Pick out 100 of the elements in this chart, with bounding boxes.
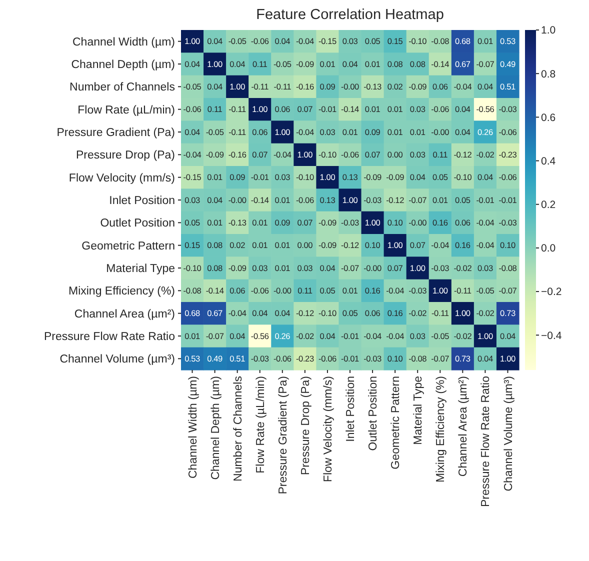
data-label: 0.05 xyxy=(364,36,381,46)
x-tick-label: Pressure Flow Rate Ratio xyxy=(480,376,492,508)
data-label: 0.04 xyxy=(184,126,201,137)
data-label: 0.15 xyxy=(184,240,201,250)
data-label: 0.07 xyxy=(297,218,314,228)
data-label: -0.01 xyxy=(498,194,518,205)
x-tick-label: Geometric Pattern xyxy=(390,376,402,470)
data-label: 0.04 xyxy=(478,172,494,182)
data-label: -0.07 xyxy=(408,194,428,205)
data-label: -0.08 xyxy=(183,286,202,296)
y-tick-label: Number of Channels xyxy=(70,82,176,94)
color-bar-label: 0.4 xyxy=(541,155,556,168)
data-label: -0.04 xyxy=(476,218,495,228)
data-label: -0.06 xyxy=(250,36,270,46)
data-label: 0.04 xyxy=(320,262,336,273)
data-label: 0.01 xyxy=(387,126,404,137)
x-tick-label: Number of Channels xyxy=(232,376,244,482)
data-label: -0.16 xyxy=(228,150,247,160)
data-label: -0.10 xyxy=(318,150,338,160)
data-label: 0.09 xyxy=(230,172,246,182)
data-label: 0.06 xyxy=(454,218,471,228)
data-label: -0.10 xyxy=(454,172,472,182)
data-label: 0.04 xyxy=(230,330,246,341)
data-label: 0.03 xyxy=(478,262,494,273)
data-label: 0.67 xyxy=(454,58,471,69)
data-label: 0.67 xyxy=(207,308,224,318)
data-label: -0.04 xyxy=(431,240,450,250)
data-label: 0.06 xyxy=(230,286,246,296)
data-label: 0.26 xyxy=(478,126,494,137)
data-label: 0.01 xyxy=(274,194,291,205)
data-label: 1.00 xyxy=(207,58,224,69)
data-label: -0.15 xyxy=(183,172,202,182)
data-label: 0.01 xyxy=(320,58,336,69)
data-label: 0.05 xyxy=(184,218,201,228)
data-label: -0.14 xyxy=(431,58,450,69)
data-label: 0.04 xyxy=(500,330,516,341)
data-label: 1.00 xyxy=(432,286,448,296)
data-label: 0.03 xyxy=(274,172,291,182)
data-label: 0.04 xyxy=(207,194,224,205)
data-label: 0.03 xyxy=(410,104,426,114)
data-label: -0.10 xyxy=(408,36,428,46)
data-label: 0.03 xyxy=(320,126,336,137)
data-label: 1.00 xyxy=(320,172,336,182)
data-label: -0.04 xyxy=(183,150,202,160)
data-label: -0.09 xyxy=(296,58,314,69)
data-label: 0.01 xyxy=(207,218,224,228)
data-label: 0.01 xyxy=(342,126,358,137)
data-label: -0.00 xyxy=(408,218,428,228)
data-label: -0.12 xyxy=(386,194,405,205)
data-label: 0.05 xyxy=(342,308,358,318)
data-label: -0.56 xyxy=(250,330,270,341)
data-label: -0.08 xyxy=(498,262,518,273)
data-label: 0.11 xyxy=(252,58,268,69)
data-label: 0.11 xyxy=(298,286,313,296)
data-label: 0.49 xyxy=(207,354,224,364)
data-label: 0.16 xyxy=(454,240,471,250)
data-label: -0.07 xyxy=(431,354,450,364)
data-label: -0.16 xyxy=(296,82,314,92)
data-label: 0.49 xyxy=(500,58,516,69)
y-tick-label: Channel Area (µm²) xyxy=(74,308,176,320)
data-label: -0.14 xyxy=(206,286,224,296)
data-label: 0.03 xyxy=(297,262,314,273)
y-tick-label: Inlet Position xyxy=(109,195,175,208)
data-label: -0.14 xyxy=(341,104,360,114)
data-label: -0.02 xyxy=(476,150,495,160)
data-label: -0.13 xyxy=(228,218,247,228)
data-label: 0.04 xyxy=(207,82,224,92)
data-label: 0.04 xyxy=(207,36,224,46)
data-label: 0.16 xyxy=(364,286,381,296)
data-label: 0.04 xyxy=(478,354,494,364)
data-label: -0.02 xyxy=(296,330,314,341)
data-label: -0.56 xyxy=(476,104,495,114)
data-label: -0.09 xyxy=(386,172,405,182)
data-label: -0.03 xyxy=(341,218,360,228)
data-label: -0.09 xyxy=(408,82,428,92)
data-label: 0.26 xyxy=(274,330,291,341)
data-label: -0.13 xyxy=(364,82,382,92)
data-label: 0.07 xyxy=(252,150,268,160)
color-bar-label: −0.4 xyxy=(541,330,562,342)
x-tick-label: Flow Velocity (mm/s) xyxy=(322,376,334,482)
data-label: -0.02 xyxy=(454,330,472,341)
data-label: 0.11 xyxy=(432,150,448,160)
chart-title: Feature Correlation Heatmap xyxy=(256,7,444,23)
data-label: 0.01 xyxy=(252,240,268,250)
data-label: -0.03 xyxy=(250,354,270,364)
data-label: 0.53 xyxy=(500,36,516,46)
data-label: 0.04 xyxy=(320,330,336,341)
data-label: -0.14 xyxy=(250,194,270,205)
data-label: 0.05 xyxy=(432,172,448,182)
data-label: -0.03 xyxy=(498,104,518,114)
data-label: 0.07 xyxy=(364,150,381,160)
x-tick-label: Mixing Efficiency (%) xyxy=(435,376,448,483)
data-label: 0.13 xyxy=(320,194,336,205)
data-label: -0.09 xyxy=(364,172,382,182)
data-label: -0.11 xyxy=(228,126,247,137)
color-bar-label: 0.2 xyxy=(541,199,556,212)
data-label: 0.01 xyxy=(252,218,268,228)
data-label: -0.05 xyxy=(206,126,224,137)
data-label: 0.09 xyxy=(274,218,291,228)
data-label: 0.01 xyxy=(387,104,404,114)
